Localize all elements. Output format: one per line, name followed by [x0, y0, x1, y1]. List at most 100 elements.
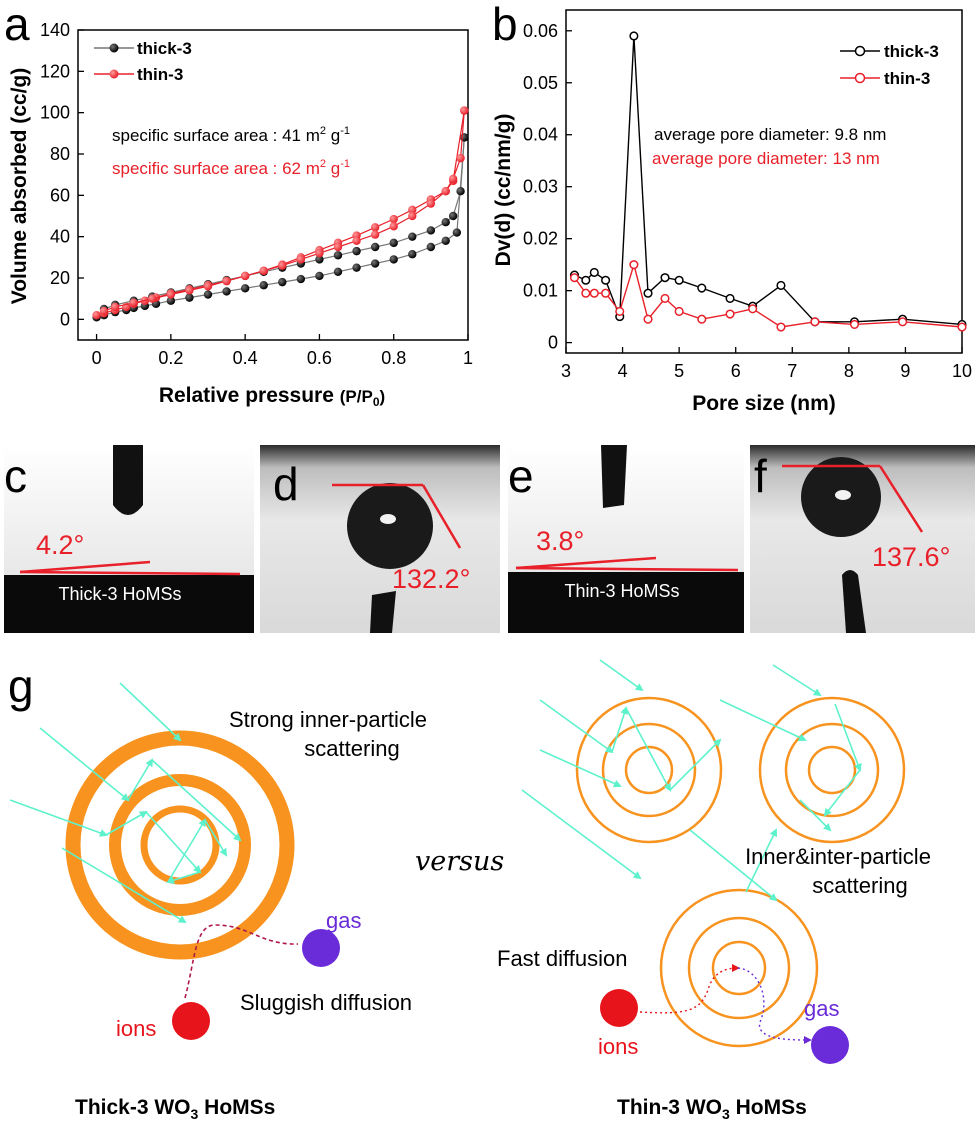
data-point-thin-3: [849, 319, 860, 329]
data-point-thin-3: [643, 314, 653, 324]
x-tick-label: 0.2: [158, 348, 183, 368]
y-tick-label: 80: [50, 144, 70, 164]
caption-right: Thin-3 WO3 HoMSs: [617, 1096, 807, 1122]
gas-label-right: gas: [804, 996, 839, 1021]
photo-c: c 4.2° Thick-3 HoMSs: [4, 445, 254, 633]
data-point-thick-3: [203, 290, 213, 299]
data-point-thin-3: [389, 214, 398, 224]
sluggish-diffusion-path: [184, 924, 299, 999]
photo-d-droplet: [347, 483, 433, 569]
right-scatter-line2: scattering: [812, 873, 907, 898]
data-point-thin-3: [333, 242, 343, 252]
schematic-g: g Strong inner-particle scattering: [8, 659, 931, 1122]
data-point-thin-3: [92, 311, 101, 320]
data-point-thick-3: [408, 232, 417, 241]
right-scatter-line1: Inner&inter-particle: [745, 844, 931, 869]
data-point-thick-3: [166, 296, 176, 305]
data-point-thick-3: [448, 211, 458, 221]
data-point-thin-3: [315, 249, 324, 258]
x-ticks-b: 3 4 5 6 7 8 9 10: [561, 347, 972, 381]
data-point-thin-3: [460, 106, 469, 115]
thin-hollow-spheres: [575, 696, 906, 1048]
surface-area-thick: specific surface area : 41 m2 g-1: [112, 125, 350, 145]
data-point-thick-3: [589, 267, 599, 277]
plot-frame-b: [565, 9, 963, 354]
photo-e-tangent: [515, 556, 657, 570]
data-point-thick-3: [315, 271, 324, 281]
x-tick-label: 0: [92, 348, 102, 368]
x-tick-label: 4: [618, 361, 628, 381]
data-point-thick-3: [259, 281, 268, 290]
data-point-thick-3: [426, 242, 436, 252]
data-point-thin-3: [278, 261, 287, 270]
legend-label-thick-b: thick-3: [884, 42, 939, 61]
data-point-thin-3: [185, 286, 194, 295]
thin-sphere1-outer: [575, 696, 723, 844]
pore-diameter-thick: average pore diameter: 9.8 nm: [654, 125, 886, 144]
data-point-thin-3: [697, 314, 707, 324]
legend-marker-thin-b: [854, 72, 866, 84]
y-tick-label: 120: [40, 61, 70, 81]
data-point-thick-3: [370, 242, 380, 252]
panel-label-c: c: [4, 450, 27, 502]
data-point-thin-3: [660, 293, 670, 303]
photo-d-needle: [370, 591, 396, 633]
panel-label-d: d: [273, 458, 299, 510]
x-axis-label-b: Pore size (nm): [692, 392, 836, 415]
data-point-thick-3: [426, 226, 436, 235]
y-tick-label: 0.03: [523, 177, 558, 197]
data-point-thin-3: [725, 309, 735, 319]
panel-label-g: g: [8, 660, 34, 712]
y-ticks-b: 0 0.01 0.02 0.03 0.04 0.05 0.06: [523, 21, 572, 353]
x-tick-label: 0.8: [381, 348, 406, 368]
data-point-thin-3: [601, 288, 611, 298]
y-tick-label: 40: [50, 227, 70, 247]
data-point-thin-3: [629, 260, 639, 270]
legend-marker-thick-b: [854, 45, 866, 57]
thick-light-rays: [9, 682, 242, 924]
x-tick-label: 1: [463, 348, 473, 368]
data-point-thick-3: [697, 283, 707, 293]
photo-c-baseline: [19, 570, 241, 576]
data-point-thin-3: [426, 199, 436, 208]
photo-d: d 132.2°: [260, 445, 500, 633]
legend-marker-thin-a: [109, 69, 119, 79]
data-point-thin-3: [110, 302, 120, 312]
data-point-thin-3: [810, 317, 820, 327]
x-tick-label: 0.4: [233, 348, 258, 368]
ions-label-left: ions: [116, 1016, 156, 1041]
thick-hollow-sphere: [9, 682, 295, 960]
contact-angle-d: 132.2°: [392, 564, 470, 594]
photo-f-tangent: [878, 465, 924, 533]
thin-sphere3-outer: [659, 888, 819, 1048]
legend-label-thick-a: thick-3: [137, 39, 192, 58]
data-point-thin-3: [370, 230, 380, 239]
data-point-thick-3: [333, 251, 343, 260]
panel-label-b: b: [492, 0, 518, 50]
panel-label-f: f: [754, 450, 767, 502]
x-tick-label: 8: [844, 361, 854, 381]
data-point-thick-3: [352, 246, 361, 256]
caption-left: Thick-3 WO3 HoMSs: [75, 1096, 275, 1122]
surface-area-thin: specific surface area : 62 m2 g-1: [112, 158, 350, 178]
y-tick-label: 0.01: [523, 281, 558, 301]
photo-d-highlight: [380, 514, 396, 524]
thin-sphere3-middle: [687, 916, 791, 1020]
data-point-thin-3: [748, 304, 758, 314]
sample-label-e: Thin-3 HoMSs: [564, 581, 679, 601]
data-point-thick-3: [240, 284, 250, 293]
y-tick-label: 0.06: [523, 21, 558, 41]
gas-label-left: gas: [326, 908, 361, 933]
left-scatter-line1: Strong inner-particle: [229, 707, 427, 732]
x-tick-label: 6: [731, 361, 741, 381]
y-tick-label: 0.04: [523, 125, 558, 145]
photo-f: f 137.6°: [750, 445, 975, 633]
data-point-thin-3: [581, 288, 591, 298]
photo-f-needle: [842, 570, 866, 633]
data-point-thin-3: [370, 223, 380, 232]
data-point-thin-3: [674, 306, 684, 316]
data-point-thin-3: [776, 322, 786, 332]
y-axis-label-a: Volume absorbed (cc/g): [8, 68, 31, 305]
data-point-thin-3: [99, 306, 109, 316]
data-point-thin-3: [898, 317, 908, 327]
